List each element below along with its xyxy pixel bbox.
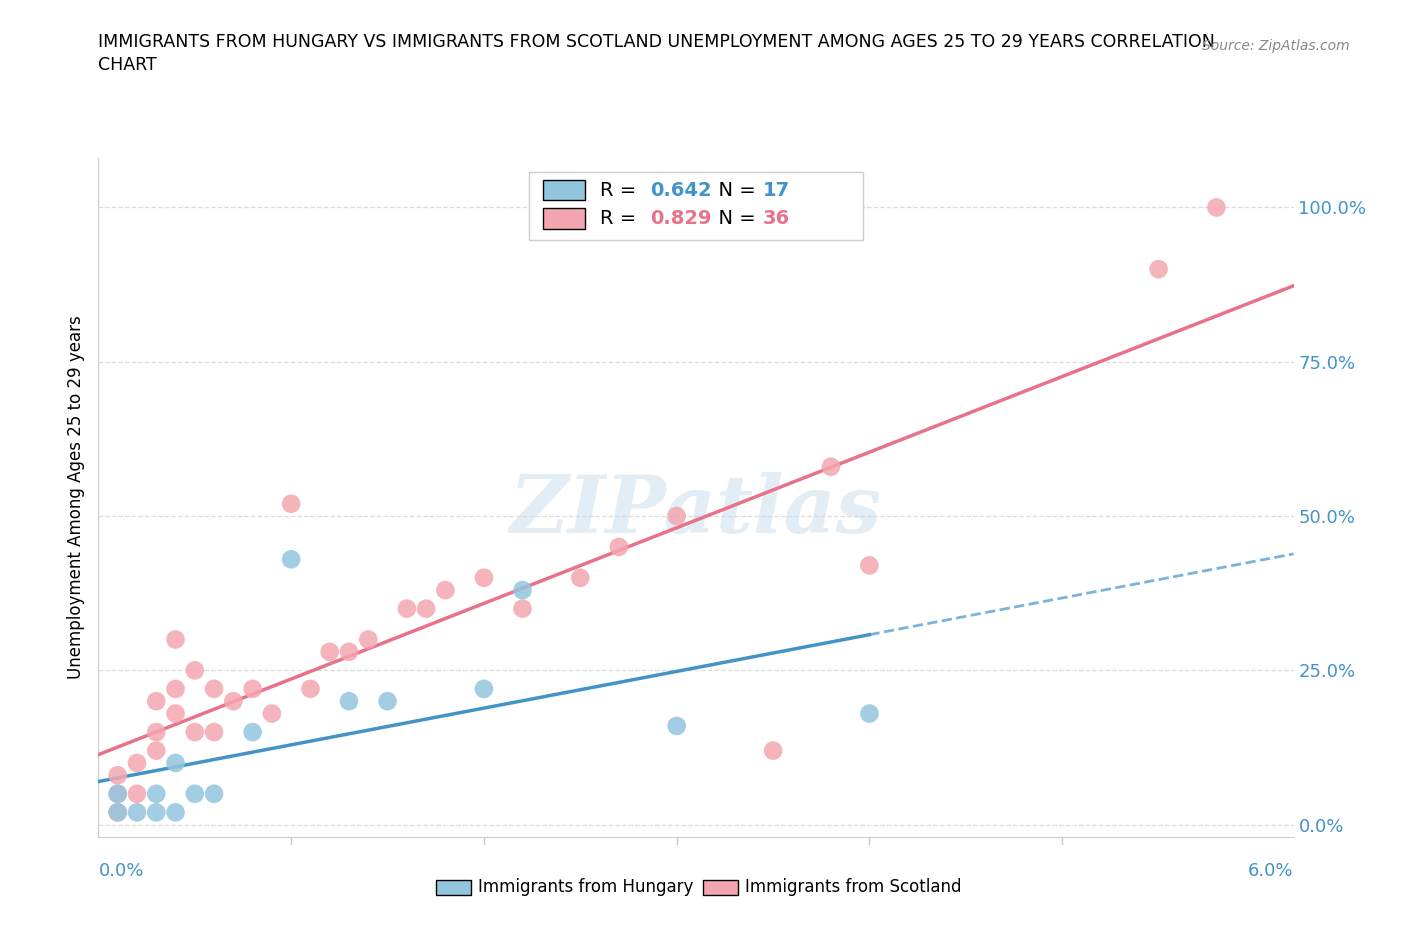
Point — [145, 804, 167, 819]
Point — [1205, 200, 1227, 215]
Point — [165, 706, 187, 721]
Point — [607, 539, 630, 554]
Point — [415, 601, 437, 616]
Text: IMMIGRANTS FROM HUNGARY VS IMMIGRANTS FROM SCOTLAND UNEMPLOYMENT AMONG AGES 25 T: IMMIGRANTS FROM HUNGARY VS IMMIGRANTS FR… — [98, 33, 1215, 50]
Point — [125, 755, 148, 770]
Text: ZIPatlas: ZIPatlas — [510, 472, 882, 550]
Point — [858, 706, 880, 721]
Point — [472, 682, 495, 697]
FancyBboxPatch shape — [543, 179, 585, 200]
Point — [107, 804, 129, 819]
Point — [125, 787, 148, 802]
Point — [242, 682, 264, 697]
Point — [395, 601, 418, 616]
Point — [202, 787, 225, 802]
Point — [337, 644, 360, 659]
FancyBboxPatch shape — [529, 172, 863, 240]
Text: Immigrants from Hungary: Immigrants from Hungary — [478, 878, 693, 897]
Point — [125, 804, 148, 819]
Point — [184, 724, 207, 739]
Text: R =: R = — [600, 180, 643, 200]
Point — [202, 682, 225, 697]
Text: 36: 36 — [763, 209, 790, 228]
Point — [145, 743, 167, 758]
Point — [107, 804, 129, 819]
Text: Source: ZipAtlas.com: Source: ZipAtlas.com — [1202, 39, 1350, 53]
Text: N =: N = — [706, 209, 762, 228]
Point — [145, 724, 167, 739]
Point — [512, 601, 534, 616]
Y-axis label: Unemployment Among Ages 25 to 29 years: Unemployment Among Ages 25 to 29 years — [66, 315, 84, 680]
Point — [107, 768, 129, 783]
Point — [280, 497, 302, 512]
Text: N =: N = — [706, 180, 762, 200]
Point — [145, 787, 167, 802]
Text: R =: R = — [600, 209, 643, 228]
Point — [145, 694, 167, 709]
Point — [260, 706, 283, 721]
Point — [512, 583, 534, 598]
Point — [107, 787, 129, 802]
Point — [165, 682, 187, 697]
Text: 17: 17 — [763, 180, 790, 200]
Point — [184, 663, 207, 678]
Point — [762, 743, 785, 758]
Point — [665, 509, 688, 524]
Point — [569, 570, 592, 585]
Point — [280, 551, 302, 566]
Text: 0.829: 0.829 — [651, 209, 711, 228]
Point — [165, 804, 187, 819]
Point — [184, 787, 207, 802]
Point — [165, 632, 187, 647]
Point — [472, 570, 495, 585]
Point — [377, 694, 399, 709]
Point — [202, 724, 225, 739]
Point — [319, 644, 342, 659]
Text: 6.0%: 6.0% — [1249, 862, 1294, 880]
FancyBboxPatch shape — [543, 208, 585, 229]
Point — [434, 583, 457, 598]
Point — [665, 719, 688, 734]
Point — [337, 694, 360, 709]
Text: 0.0%: 0.0% — [98, 862, 143, 880]
Point — [165, 755, 187, 770]
Point — [1147, 261, 1170, 276]
Text: 0.642: 0.642 — [651, 180, 713, 200]
Text: CHART: CHART — [98, 56, 157, 73]
Point — [222, 694, 245, 709]
Text: Immigrants from Scotland: Immigrants from Scotland — [745, 878, 962, 897]
Point — [299, 682, 322, 697]
Point — [858, 558, 880, 573]
Point — [242, 724, 264, 739]
Point — [820, 459, 842, 474]
Point — [357, 632, 380, 647]
Point — [107, 787, 129, 802]
